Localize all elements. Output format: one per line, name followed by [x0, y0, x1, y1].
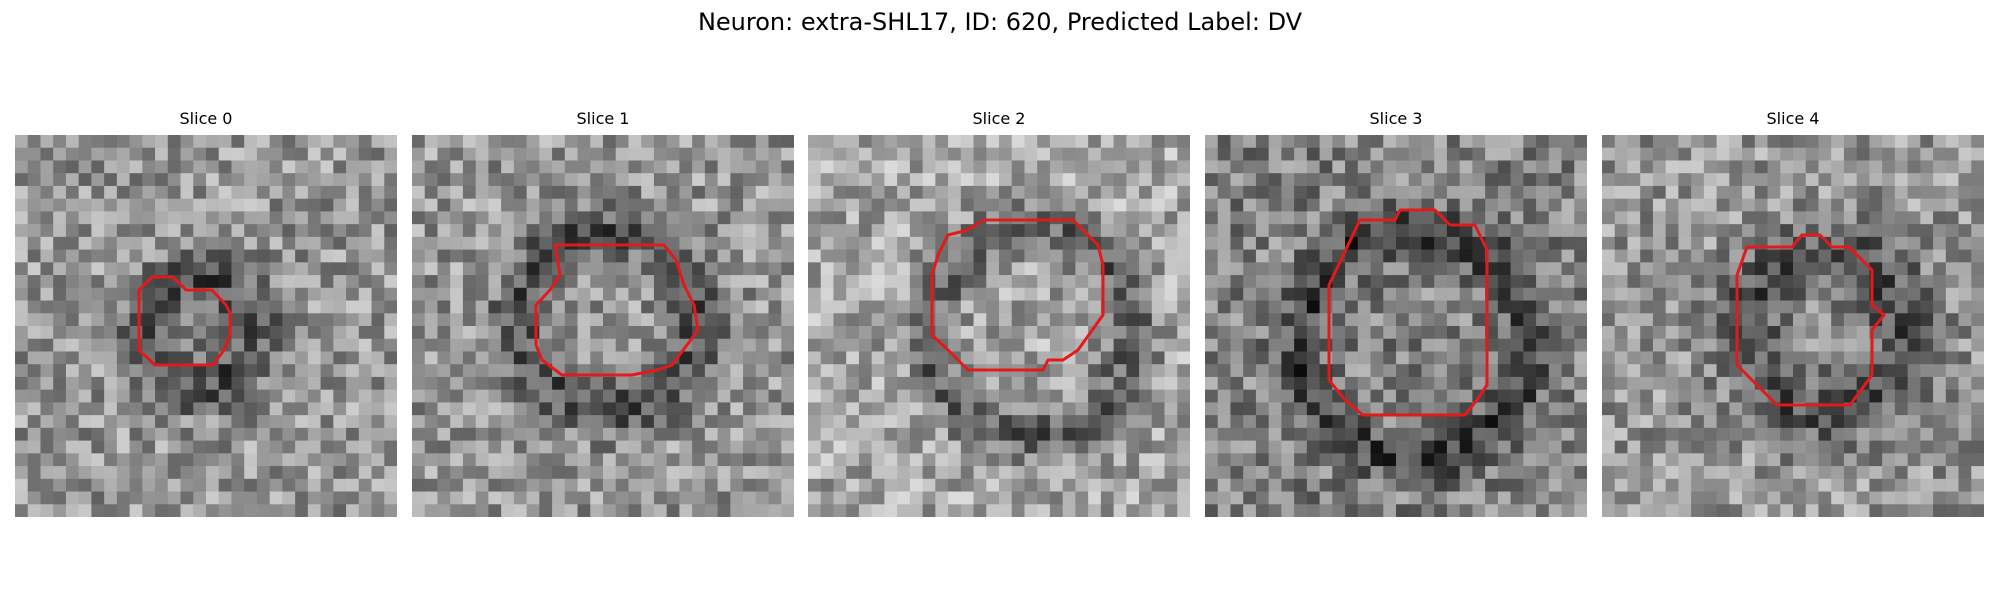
slice-title-2: Slice 2	[972, 109, 1026, 128]
slice-panel-2: Slice 2	[808, 107, 1190, 527]
segmentation-contour	[1327, 208, 1489, 417]
slice-title-4: Slice 4	[1766, 109, 1820, 128]
noise-texture	[15, 135, 397, 517]
noise-texture	[808, 135, 1190, 517]
figure-title: Neuron: extra-SHL17, ID: 620, Predicted …	[697, 8, 1303, 36]
noise-texture	[1602, 135, 1984, 517]
slice-panel-3: Slice 3	[1205, 107, 1587, 527]
slice-title-3: Slice 3	[1369, 109, 1423, 128]
noise-texture	[412, 135, 794, 517]
slice-panel-1: Slice 1	[412, 107, 794, 527]
segmentation-contour	[930, 218, 1105, 372]
slice-image-2	[808, 135, 1190, 517]
slice-panel-0: Slice 0	[15, 107, 397, 527]
segmentation-contour	[137, 275, 232, 367]
segmentation-contour	[534, 243, 700, 377]
slice-image-3	[1205, 135, 1587, 517]
slice-title-1: Slice 1	[576, 109, 630, 128]
slice-image-4	[1602, 135, 1984, 517]
slice-panel-4: Slice 4	[1602, 107, 1984, 527]
slice-title-0: Slice 0	[179, 109, 233, 128]
noise-texture	[1205, 135, 1587, 517]
slice-image-1	[412, 135, 794, 517]
slice-image-0	[15, 135, 397, 517]
segmentation-contour	[1735, 233, 1886, 407]
